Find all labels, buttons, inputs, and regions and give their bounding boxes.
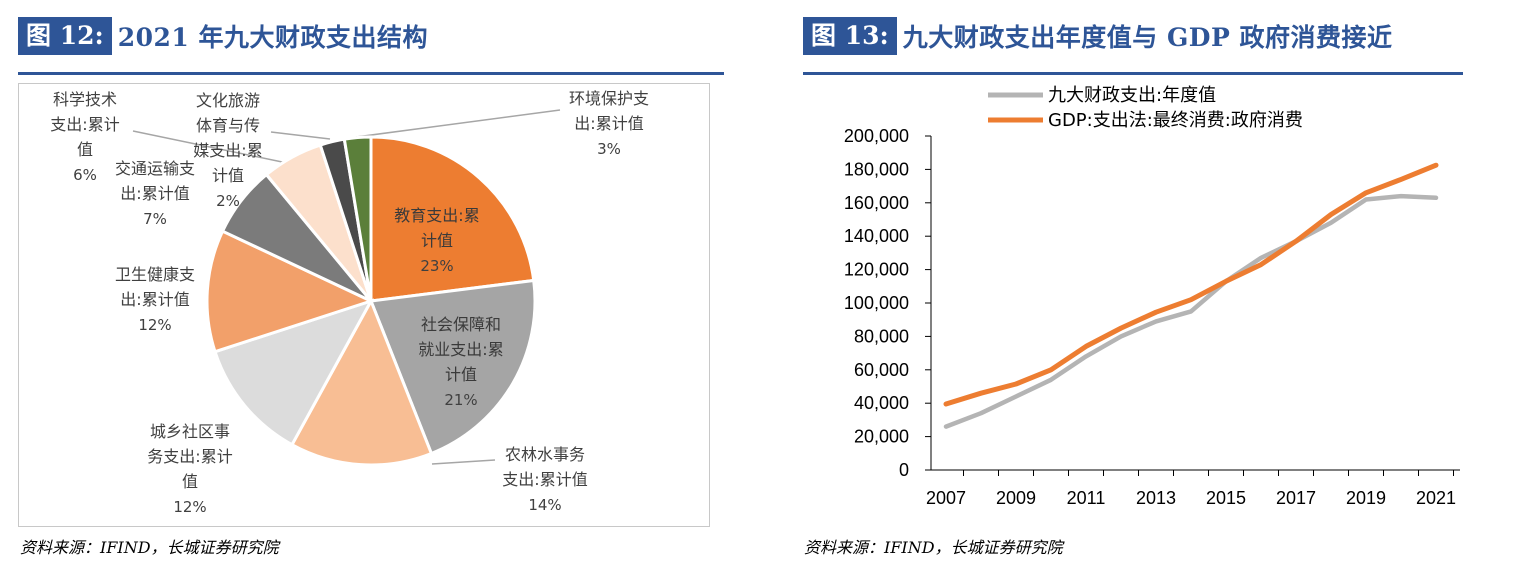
pie-slice bbox=[368, 278, 537, 456]
pie-label-line: 文化旅游 bbox=[196, 91, 260, 110]
pie-pct-label: 2% bbox=[216, 192, 240, 210]
pie-label-line: 交通运输支 bbox=[115, 159, 195, 178]
pie-label-line: 社会保障和 bbox=[421, 315, 501, 334]
figure-12-label: 图 12: bbox=[18, 17, 112, 55]
y-tick-label: 160,000 bbox=[844, 193, 909, 213]
pie-pct-label: 3% bbox=[597, 140, 621, 158]
pie-slice-label: 教育支出:累计值 23% bbox=[394, 206, 479, 275]
series-fiscal-expenditure-line bbox=[943, 193, 1439, 429]
x-tick-label: 2015 bbox=[1206, 488, 1246, 508]
pie-chart-frame bbox=[18, 83, 710, 527]
pie-label-line: 城乡社区事 bbox=[150, 422, 230, 441]
figure-12-rule bbox=[18, 72, 724, 75]
x-tick-label: 2017 bbox=[1276, 488, 1316, 508]
legend-label: GDP:支出法:最终消费:政府消费 bbox=[1048, 110, 1303, 131]
pie-slice bbox=[342, 135, 373, 302]
pie-label-line: 科学技术 bbox=[53, 90, 117, 109]
x-tick-label: 2009 bbox=[996, 488, 1036, 508]
figure-13-label: 图 13: bbox=[803, 17, 897, 55]
y-tick-label: 20,000 bbox=[854, 427, 909, 447]
pie-slice-label: 交通运输支出:累计值 7% bbox=[115, 159, 195, 228]
pie-pct-label: 7% bbox=[143, 210, 167, 228]
y-tick-label: 120,000 bbox=[844, 260, 909, 280]
pie-label-line: 计值 bbox=[421, 231, 453, 250]
pie-label-line: 就业支出:累 bbox=[418, 340, 503, 359]
x-tick-label: 2011 bbox=[1067, 488, 1106, 508]
pie-slice-label: 文化旅游体育与传媒支出:累计值 2% bbox=[193, 91, 262, 210]
legend-label: 九大财政支出:年度值 bbox=[1048, 85, 1216, 106]
figure-13-rule bbox=[803, 72, 1463, 75]
left-panel: 图 12: 2021 年九大财政支出结构 教育支出:累计值 23% 社会保障和就业支… bbox=[0, 0, 730, 567]
x-tick-label: 2019 bbox=[1346, 488, 1386, 508]
pie-pct-label: 23% bbox=[420, 257, 453, 275]
pie-slice bbox=[369, 135, 536, 303]
x-tick-label: 2013 bbox=[1136, 488, 1176, 508]
pie-leader-line bbox=[355, 109, 561, 138]
x-tick-label: 2007 bbox=[926, 488, 966, 508]
figure-13-title: 图 13: 九大财政支出年度值与 GDP 政府消费接近 bbox=[803, 16, 1392, 56]
line-chart: 0 20,000 40,000 60,000 80,000 100,000 120,000 1… bbox=[844, 85, 1460, 508]
pie-slice-label: 农林水事务支出:累计值 14% bbox=[502, 445, 587, 514]
pie-pct-label: 21% bbox=[444, 391, 477, 409]
pie-label-line: 务支出:累计 bbox=[147, 447, 232, 466]
figure-13-source: 资料来源：IFIND，长城证券研究院 bbox=[804, 538, 1063, 557]
x-tick-label: 2021 bbox=[1416, 488, 1456, 508]
pie-label-line: 计值 bbox=[212, 166, 244, 185]
pie-slice bbox=[205, 229, 376, 354]
figure-13-title-text: 九大财政支出年度值与 GDP 政府消费接近 bbox=[902, 23, 1393, 52]
pie-leader-line bbox=[132, 130, 288, 164]
pie-label-line: 卫生健康支 bbox=[115, 265, 195, 284]
figure-12-title: 图 12: 2021 年九大财政支出结构 bbox=[18, 16, 428, 56]
pie-label-line: 农林水事务 bbox=[505, 445, 585, 464]
pie-label-line: 教育支出:累 bbox=[394, 206, 479, 225]
y-tick-label: 140,000 bbox=[844, 226, 909, 246]
series-government-consumption-line bbox=[943, 162, 1439, 407]
pie-label-line: 媒支出:累 bbox=[193, 141, 262, 160]
figure-12-title-text: 2021 年九大财政支出结构 bbox=[117, 23, 429, 52]
pie-pct-label: 12% bbox=[138, 316, 171, 334]
pie-chart: 教育支出:累计值 23%社会保障和就业支出:累计值 21%农林水事务支出:累计值 14… bbox=[50, 89, 649, 516]
pie-pct-label: 14% bbox=[528, 496, 561, 514]
y-tick-label: 100,000 bbox=[844, 293, 909, 313]
pie-slice-label: 城乡社区事务支出:累计值 12% bbox=[147, 422, 232, 516]
figure-12-source: 资料来源：IFIND，长城证券研究院 bbox=[20, 538, 279, 557]
pie-label-line: 出:累计值 bbox=[574, 114, 643, 133]
pie-slice-label: 环境保护支出:累计值 3% bbox=[569, 89, 649, 158]
pie-slice bbox=[289, 297, 434, 467]
y-tick-label: 60,000 bbox=[854, 360, 909, 380]
right-panel: 图 13: 九大财政支出年度值与 GDP 政府消费接近 0 20,000 40,00… bbox=[800, 0, 1523, 567]
y-tick-label: 200,000 bbox=[844, 126, 909, 146]
pie-label-line: 值 bbox=[182, 472, 198, 491]
pie-label-line: 支出:累计值 bbox=[502, 470, 587, 489]
pie-leader-line bbox=[431, 459, 496, 465]
pie-slice bbox=[213, 298, 375, 447]
pie-leader-line bbox=[270, 131, 331, 140]
pie-pct-label: 12% bbox=[173, 498, 206, 516]
y-tick-label: 0 bbox=[899, 460, 909, 480]
pie-label-line: 值 bbox=[77, 140, 93, 159]
pie-slice-label: 卫生健康支出:累计值 12% bbox=[115, 265, 195, 334]
pie-label-line: 出:累计值 bbox=[120, 184, 189, 203]
y-tick-label: 80,000 bbox=[854, 326, 909, 346]
pie-label-line: 计值 bbox=[445, 365, 477, 384]
y-tick-label: 180,000 bbox=[844, 159, 909, 179]
pie-label-line: 出:累计值 bbox=[120, 290, 189, 309]
pie-slice-label: 科学技术支出:累计值 6% bbox=[50, 90, 119, 184]
pie-pct-label: 6% bbox=[73, 166, 97, 184]
pie-label-line: 支出:累计 bbox=[50, 115, 119, 134]
pie-label-line: 环境保护支 bbox=[569, 89, 649, 108]
pie-slice-label: 社会保障和就业支出:累计值 21% bbox=[418, 315, 503, 409]
y-tick-label: 40,000 bbox=[854, 393, 909, 413]
pie-label-line: 体育与传 bbox=[196, 116, 260, 135]
